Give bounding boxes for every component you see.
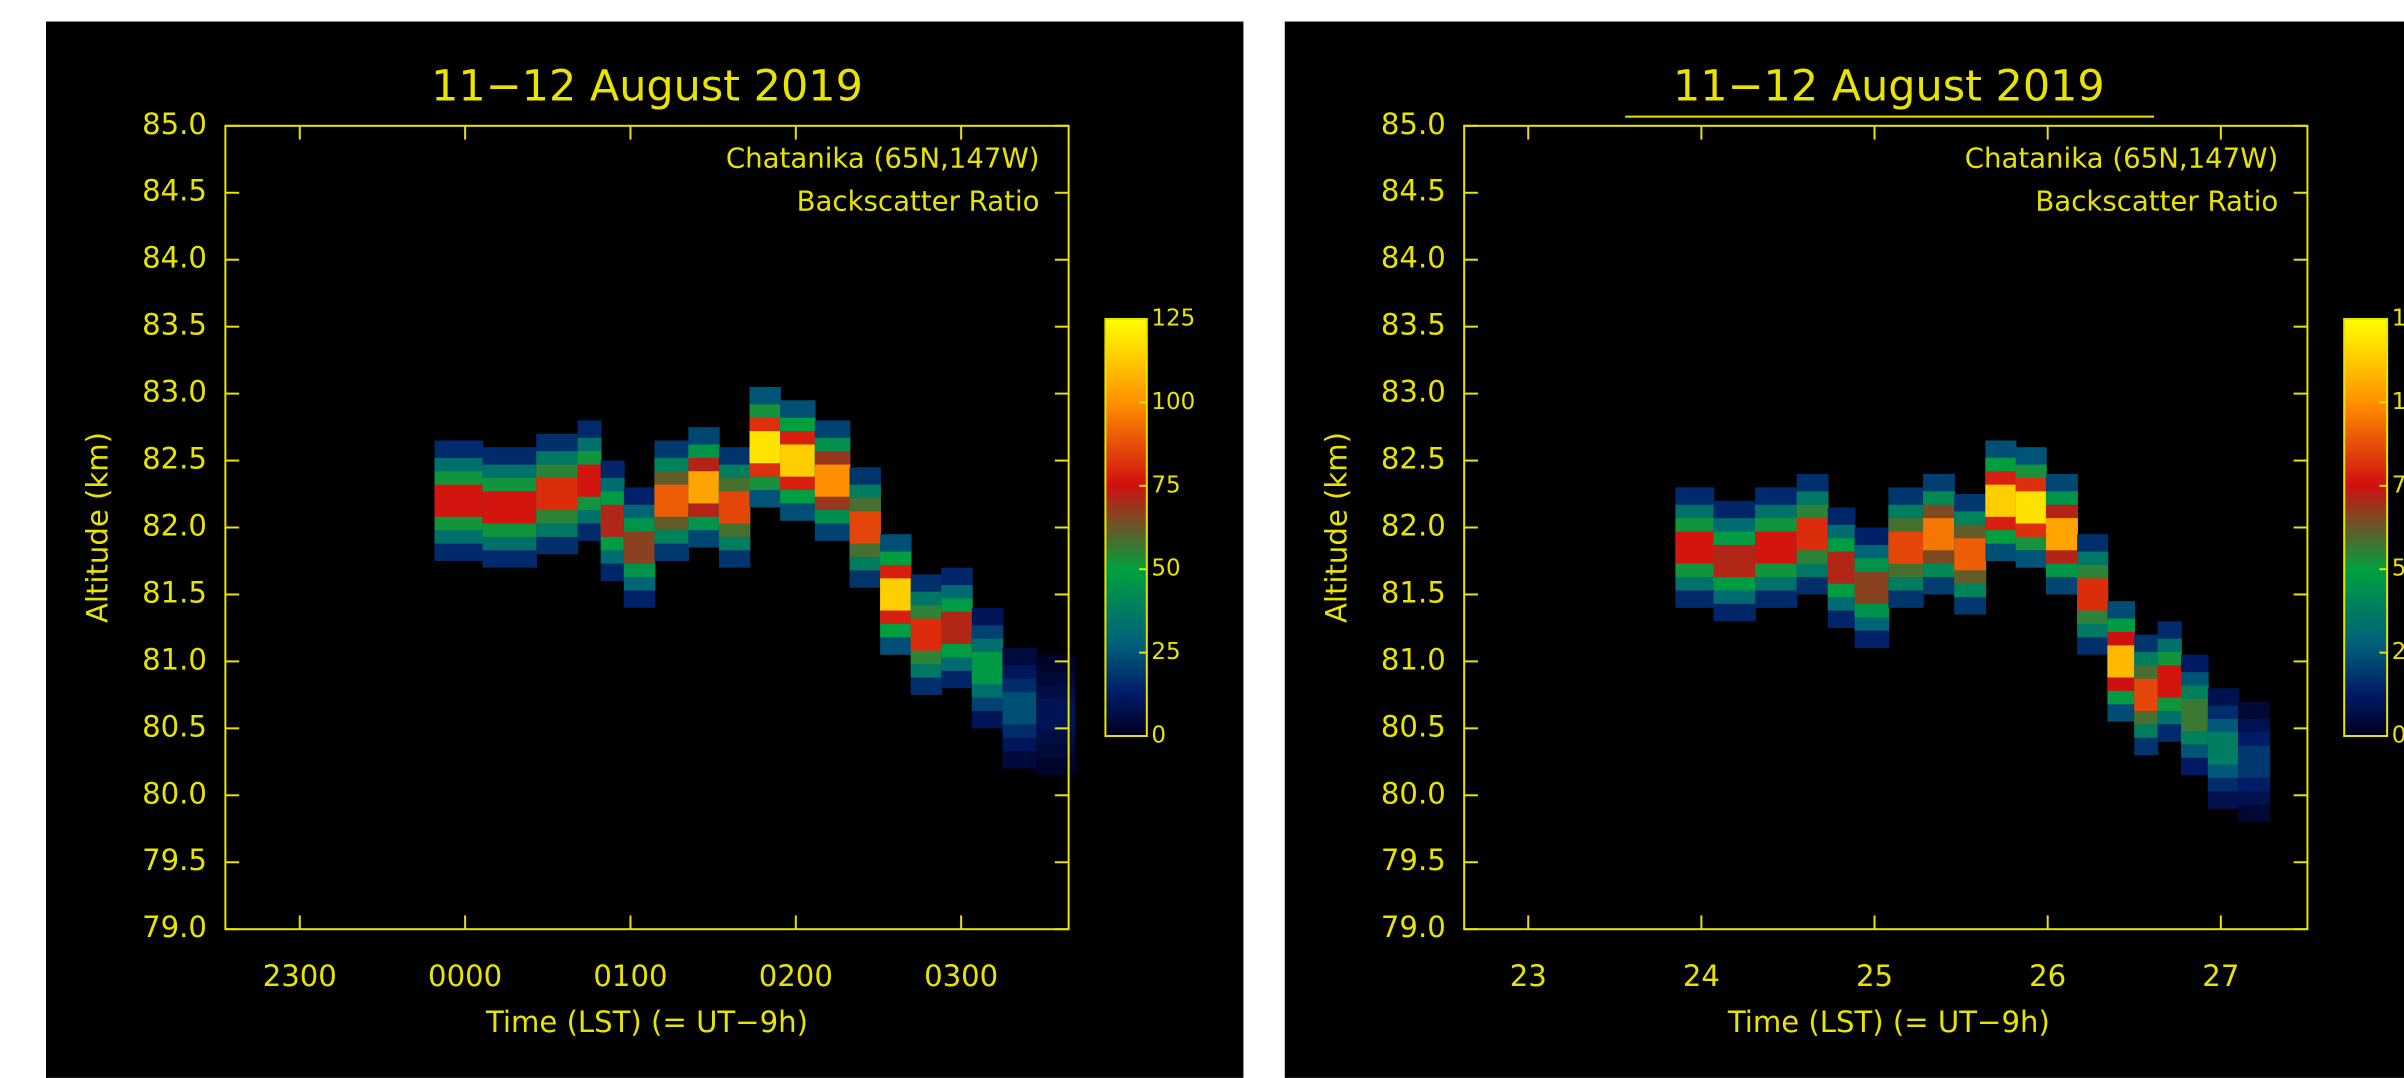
annotation: Backscatter Ratio [797, 184, 1040, 217]
y-tick-label: 84.5 [1381, 174, 1446, 208]
ridge-cell [623, 531, 656, 564]
y-tick-label: 82.5 [142, 442, 207, 476]
y-axis-label: Altitude (km) [81, 432, 115, 623]
ridge-cell [600, 504, 625, 537]
colorbar-tick-label: 25 [1151, 639, 1180, 665]
ridge-cell [2015, 491, 2047, 524]
ridge-cell [749, 431, 781, 464]
ridge-cell [1675, 531, 1715, 564]
x-tick-label: 24 [1683, 959, 1720, 993]
y-tick-label: 79.5 [142, 843, 207, 877]
ridge-cell [1827, 551, 1856, 584]
ridge-cell [577, 464, 602, 497]
ridge-cell [1985, 484, 2017, 517]
colorbar-tick-label: 50 [2392, 556, 2404, 582]
ridge-cell [2238, 745, 2271, 778]
colorbar-tick-label: 125 [2392, 305, 2404, 331]
ridge-cell [482, 491, 537, 524]
ridge-cell [434, 484, 484, 517]
y-tick-label: 80.0 [1381, 776, 1446, 810]
colorbar [2343, 317, 2389, 738]
y-tick-label: 83.0 [1381, 375, 1446, 409]
ridge-cell [1923, 518, 1955, 551]
colorbar-tick-label: 0 [1151, 723, 1166, 749]
annotation: Backscatter Ratio [2035, 184, 2278, 217]
ridge-cell [1854, 571, 1890, 604]
y-tick-label: 85.0 [142, 107, 207, 141]
ridge-cell [910, 618, 943, 651]
ridge-cell [1888, 531, 1924, 564]
ridge-cell [2181, 698, 2209, 732]
ridge-cell [2077, 578, 2109, 611]
x-tick-label: 23 [1510, 959, 1547, 993]
colorbar [1104, 317, 1148, 738]
y-tick-label: 82.0 [1381, 509, 1446, 543]
x-tick-label: 0200 [759, 959, 833, 993]
colorbar-tick-label: 0 [2392, 723, 2404, 749]
ridge-cell [2207, 732, 2239, 765]
y-tick-label: 79.0 [142, 910, 207, 944]
y-tick-label: 83.0 [142, 375, 207, 409]
y-tick-label: 80.5 [1381, 709, 1446, 743]
y-tick-label: 84.0 [142, 241, 207, 275]
colorbar-tick-label: 75 [2392, 472, 2404, 498]
ridge-cell [2107, 645, 2136, 678]
ridge-cell [780, 444, 816, 477]
ridge-cell [2157, 665, 2182, 698]
chart-title: 11−12 August 2019 [1673, 62, 2105, 112]
x-tick-label: 0300 [924, 959, 998, 993]
colorbar-tick-label: 100 [2392, 389, 2404, 415]
ridge-cell [1796, 518, 1829, 551]
ridge-cell [971, 652, 1004, 685]
ridge-cell [718, 491, 751, 524]
y-tick-label: 84.5 [142, 174, 207, 208]
y-tick-label: 83.5 [142, 308, 207, 342]
chart-title: 11−12 August 2019 [431, 62, 863, 112]
ridge-cell [1713, 544, 1756, 578]
ridge-cell [849, 511, 881, 544]
y-tick-label: 79.0 [1381, 910, 1446, 944]
x-tick-label: 2300 [263, 959, 337, 993]
ridge-cell [654, 484, 690, 517]
y-tick-label: 81.0 [1381, 642, 1446, 676]
y-tick-label: 82.0 [142, 509, 207, 543]
y-tick-label: 80.5 [142, 709, 207, 743]
y-tick-label: 81.0 [142, 642, 207, 676]
colorbar-tick-label: 75 [1151, 472, 1180, 498]
ridge-cell [536, 477, 579, 511]
colorbar-tick-label: 125 [1151, 305, 1195, 331]
y-tick-label: 79.5 [1381, 843, 1446, 877]
y-axis-label: Altitude (km) [1319, 432, 1353, 623]
x-tick-label: 0100 [593, 959, 667, 993]
x-axis-label: Time (LST) (= UT−9h) [485, 1005, 808, 1039]
ridge-cell [688, 471, 720, 504]
ridge-cell [941, 611, 973, 644]
annotation: Chatanika (65N,147W) [726, 142, 1040, 175]
y-tick-label: 84.0 [1381, 241, 1446, 275]
ridge-cell [814, 464, 851, 497]
y-tick-label: 80.0 [142, 776, 207, 810]
y-tick-label: 82.5 [1381, 442, 1446, 476]
x-axis-label: Time (LST) (= UT−9h) [1727, 1005, 2050, 1039]
colorbar-tick-label: 50 [1151, 556, 1180, 582]
y-tick-label: 83.5 [1381, 308, 1446, 342]
ridge-cell [2134, 678, 2159, 711]
annotation: Chatanika (65N,147W) [1965, 142, 2279, 175]
ridge-cell [2045, 518, 2078, 551]
x-tick-label: 26 [2029, 959, 2066, 993]
ridge-cell [1002, 692, 1038, 725]
x-tick-label: 25 [1856, 959, 1893, 993]
ridge-cell [880, 578, 912, 611]
y-tick-label: 85.0 [1381, 107, 1446, 141]
ridge-cell [1954, 538, 1987, 571]
x-tick-label: 27 [2202, 959, 2239, 993]
x-tick-label: 0000 [428, 959, 502, 993]
colorbar-tick-label: 25 [2392, 639, 2404, 665]
ridge-cell [1755, 531, 1798, 564]
y-tick-label: 81.5 [142, 575, 207, 609]
colorbar-tick-label: 100 [1151, 389, 1195, 415]
y-tick-label: 81.5 [1381, 575, 1446, 609]
